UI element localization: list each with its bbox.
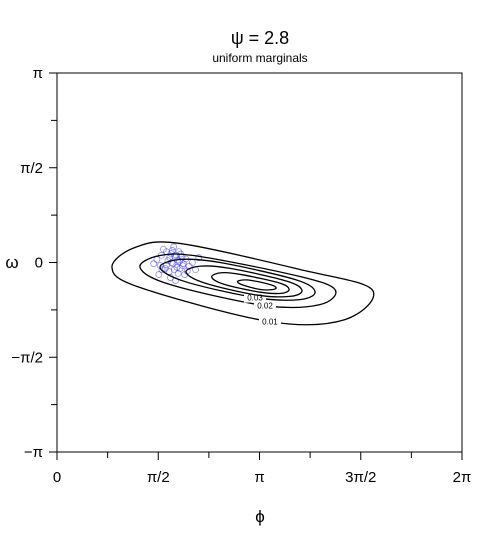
x-tick-label: 3π/2: [345, 469, 376, 486]
sample-point: [165, 268, 173, 275]
contour-line: [236, 279, 277, 291]
sample-point: [173, 263, 181, 271]
sample-point: [176, 257, 183, 265]
sample-point: [179, 260, 187, 268]
sample-point: [188, 259, 196, 266]
x-axis-label: ϕ: [255, 507, 265, 526]
chart-title: ψ = 2.8: [231, 28, 289, 48]
sample-point: [170, 266, 178, 274]
contour-line: [159, 258, 316, 301]
contour-line: [211, 271, 290, 295]
sample-point: [195, 254, 203, 262]
contour-label-bg: [258, 316, 281, 327]
contour-label-bg: [254, 300, 277, 311]
contour-label-bg: [244, 292, 267, 303]
sample-point: [170, 243, 178, 251]
x-tick-label: π: [254, 469, 264, 486]
y-tick-label: 0: [35, 255, 43, 272]
sample-point: [161, 265, 169, 272]
sample-point: [158, 266, 166, 274]
sample-point: [176, 265, 184, 272]
y-tick-label: −π: [24, 444, 43, 461]
y-tick-label: π: [33, 65, 43, 82]
y-tick-label: −π/2: [11, 349, 43, 366]
sample-point: [150, 260, 158, 268]
contour-line: [111, 241, 375, 326]
sample-point: [174, 269, 182, 277]
plot-frame: [56, 72, 463, 453]
y-axis-label: ω: [5, 253, 18, 272]
sample-point: [159, 245, 167, 253]
sample-point: [168, 259, 176, 266]
x-tick-label: 2π: [453, 469, 472, 486]
y-tick-label: π/2: [20, 160, 43, 177]
sample-point: [155, 271, 163, 278]
contour-label: 0.03: [247, 294, 263, 303]
chart-subtitle: uniform marginals: [212, 51, 307, 65]
x-tick-label: 0: [53, 469, 61, 486]
sample-point: [179, 262, 187, 269]
x-tick-label: π/2: [147, 469, 170, 486]
contour-label: 0.02: [257, 302, 273, 311]
sample-point: [172, 251, 180, 259]
contour-line: [185, 265, 303, 298]
contour-label: 0.01: [262, 318, 278, 327]
contour-line: [139, 253, 337, 309]
